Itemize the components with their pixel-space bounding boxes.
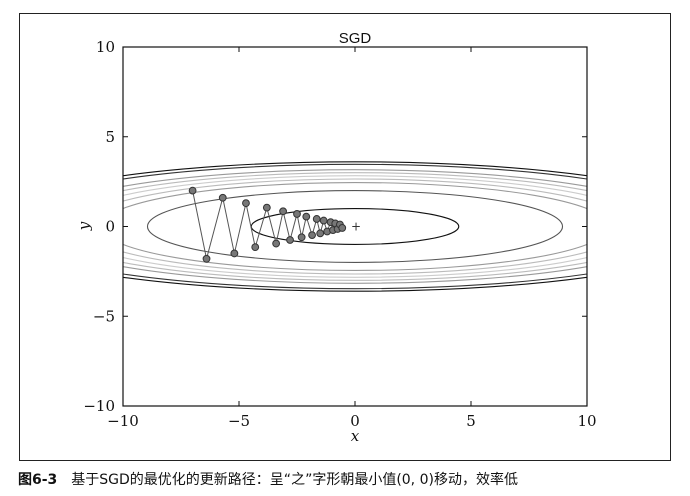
contour-level-8: [123, 175, 587, 278]
sgd-point-4: [230, 249, 239, 258]
sgd-point-1: [188, 186, 197, 195]
minimum-marker: +: [351, 220, 361, 234]
contour-level-6: [123, 181, 587, 272]
figure-frame: [19, 13, 671, 461]
sgd-path-line: [192, 190, 343, 259]
y-axis-label: y: [75, 221, 93, 231]
sgd-point-8: [272, 239, 281, 248]
sgd-point-13: [302, 212, 311, 221]
x-tick-label: 10: [577, 412, 596, 430]
x-tick-label: −5: [228, 412, 250, 430]
x-tick-label: 0: [350, 412, 360, 430]
y-tick-label: 5: [105, 128, 115, 146]
y-tick-label: −5: [93, 307, 115, 325]
y-tick-label: 0: [105, 218, 115, 236]
sgd-path: [192, 190, 343, 259]
contour-level-13: [123, 161, 587, 292]
contour-level-12: [123, 163, 587, 290]
contour-level-7: [123, 178, 587, 275]
contour-level-10: [123, 169, 587, 284]
sgd-point-16: [316, 229, 325, 238]
sgd-points: [188, 186, 347, 263]
sgd-point-7: [262, 203, 271, 212]
sgd-point-11: [293, 210, 301, 218]
x-tick-label: 5: [466, 412, 476, 430]
contour-level-4: [146, 190, 564, 263]
sgd-point-12: [297, 233, 306, 242]
figure-caption: 图6-3 基于SGD的最优化的更新路径：呈“之”字形朝最小值(0, 0)移动，效率…: [18, 469, 518, 489]
sgd-point-15: [312, 215, 321, 223]
y-tick-label: 10: [96, 38, 115, 56]
contour-lines: [123, 161, 587, 292]
x-axis-label: x: [351, 427, 360, 445]
caption-text: 基于SGD的最优化的更新路径：呈“之”字形朝最小值(0, 0)移动，效率低: [71, 472, 518, 488]
sgd-point-24: [338, 224, 347, 232]
sgd-point-6: [251, 243, 260, 252]
sgd-chart: + −10−10 −5 −5 0 0 5 5 10 10 SGD x y: [75, 30, 597, 445]
sgd-point-9: [279, 207, 287, 216]
sgd-point-5: [242, 199, 250, 208]
sgd-point-14: [308, 231, 316, 240]
sgd-point-3: [218, 193, 227, 202]
y-tick-label: −10: [83, 397, 115, 415]
sgd-point-2: [202, 254, 211, 263]
sgd-point-10: [286, 236, 294, 244]
figure-number: 图6-3: [18, 472, 58, 488]
contour-level-9: [123, 172, 587, 281]
x-tick-label: −10: [107, 412, 139, 430]
sgd-point-17: [319, 216, 328, 225]
chart-title: SGD: [339, 30, 372, 47]
axis-ticks: −10−10 −5 −5 0 0 5 5 10 10: [83, 38, 596, 430]
